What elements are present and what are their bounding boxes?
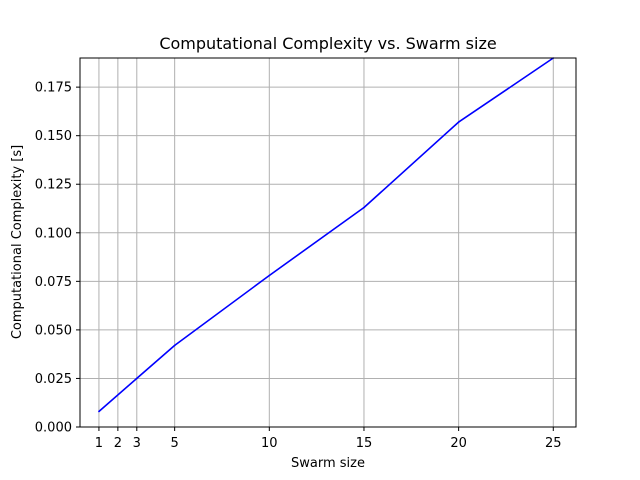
y-tick-label: 0.150 (35, 129, 72, 144)
x-tick-label: 1 (95, 436, 103, 451)
y-tick-label: 0.100 (35, 226, 72, 241)
axes-frame (79, 57, 577, 428)
y-axis-label: Computational Complexity [s] (10, 145, 25, 339)
x-tick-label: 10 (261, 436, 278, 451)
y-tick-label: 0.175 (35, 81, 72, 96)
x-axis-ticks: 1 2 3 5 10 15 20 25 (95, 427, 562, 451)
data-point (173, 344, 176, 347)
chart-title: Computational Complexity vs. Swarm size (159, 34, 496, 53)
x-tick-label: 5 (171, 436, 179, 451)
x-axis-label: Swarm size (291, 456, 365, 471)
y-tick-label: 0.125 (35, 178, 72, 193)
x-tick-label: 25 (545, 436, 562, 451)
y-tick-label: 0.050 (35, 323, 72, 338)
data-point (363, 206, 365, 209)
y-tick-label: 0.075 (35, 275, 72, 290)
data-point (457, 121, 460, 123)
x-tick-label: 3 (133, 436, 141, 451)
y-axis-ticks: 0.000 0.025 0.050 0.075 0.100 0.125 0.150 0.175 (35, 81, 80, 436)
x-tick-label: 15 (356, 436, 373, 451)
y-tick-label: 0.025 (35, 372, 72, 387)
y-tick-label: 0.000 (35, 421, 72, 436)
data-point (98, 410, 100, 413)
plot-area (80, 58, 576, 427)
x-tick-label: 2 (114, 436, 122, 451)
data-point (135, 377, 138, 380)
x-tick-label: 20 (450, 436, 467, 451)
x-gridlines (98, 58, 554, 427)
data-point (268, 274, 271, 277)
